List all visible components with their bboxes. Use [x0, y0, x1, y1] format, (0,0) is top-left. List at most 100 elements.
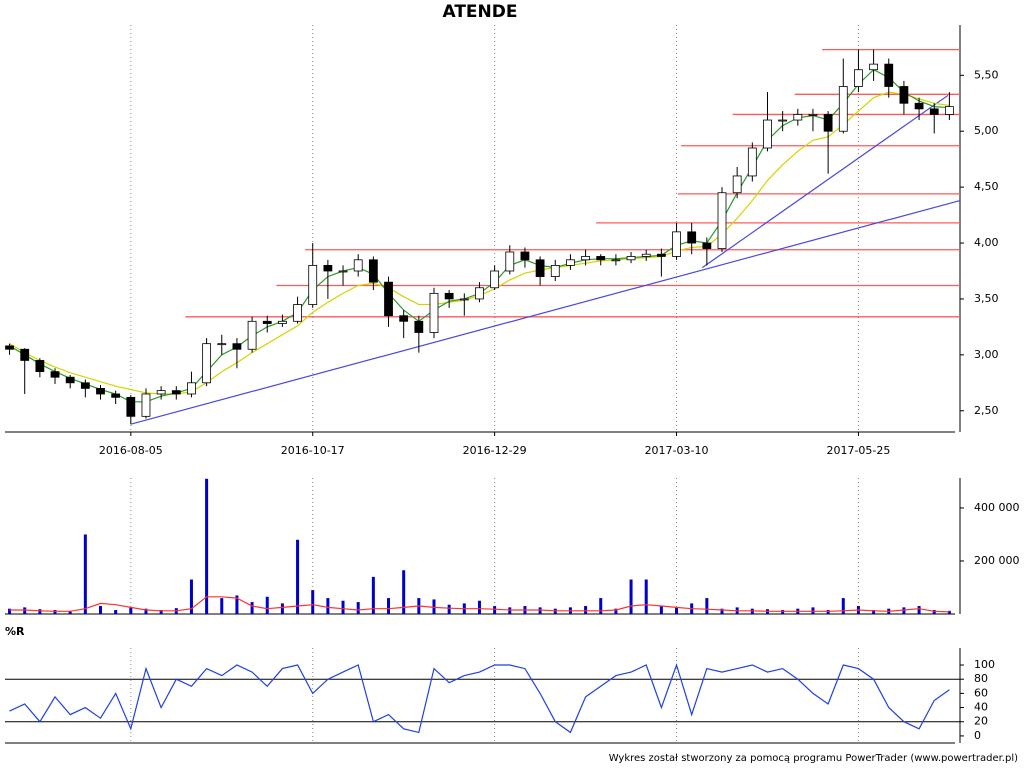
y-tick-label: 4,50	[974, 180, 999, 193]
candle-body	[247, 320, 257, 350]
volume-bar	[493, 606, 497, 614]
candle-body	[414, 320, 424, 333]
candle-body	[293, 304, 302, 322]
volume-bar	[280, 603, 284, 614]
volume-bar	[205, 478, 209, 614]
volume-bar	[53, 610, 57, 614]
candle-body	[672, 231, 681, 257]
y-tick-label: 200 000	[974, 554, 1020, 567]
volume-bar	[447, 604, 451, 614]
candle-body	[96, 387, 105, 395]
y-tick-label: 2,50	[974, 404, 999, 417]
candle-body	[232, 343, 242, 350]
volume-bar	[99, 606, 102, 614]
volume-bar	[356, 602, 360, 614]
x-tick-label: 2016-12-29	[463, 444, 527, 457]
candle-body	[141, 393, 151, 417]
volume-bar	[114, 610, 118, 614]
candle-body	[50, 371, 60, 378]
volume-bar	[599, 598, 603, 614]
volume-bar	[144, 608, 148, 614]
y-tick-label: 60	[974, 686, 988, 699]
volume-bar	[159, 610, 163, 614]
x-tick-label: 2017-03-10	[645, 444, 709, 457]
volume-bar	[584, 606, 588, 614]
volume-bar	[659, 606, 663, 614]
volume-bar	[296, 539, 300, 614]
candle-body	[611, 259, 621, 262]
volume-bar	[917, 606, 921, 614]
volume-bar	[220, 598, 224, 614]
candle-body	[763, 119, 772, 149]
volume-bar	[720, 608, 724, 614]
y-tick-label: 5,00	[974, 124, 999, 137]
chart-title: ATENDE	[443, 2, 518, 22]
candle-body	[156, 390, 166, 395]
candle-body	[747, 147, 757, 177]
candle-body	[20, 348, 30, 361]
volume-bar	[477, 600, 481, 614]
volume-bar	[826, 610, 830, 614]
candle-body	[111, 393, 121, 398]
volume-bar	[387, 598, 391, 614]
candle-body	[793, 114, 803, 121]
volume-bar	[83, 534, 87, 614]
candle-body	[278, 320, 287, 324]
volume-bar	[902, 607, 906, 614]
volume-bar	[129, 607, 133, 614]
y-tick-label: 3,50	[974, 292, 999, 305]
volume-bar	[811, 607, 815, 614]
volume-bar	[614, 608, 618, 614]
candle-body	[702, 242, 712, 250]
trend-line	[130, 199, 961, 425]
volume-bar	[538, 607, 542, 614]
volume-bar	[265, 596, 269, 614]
volume-bar	[781, 610, 785, 614]
volume-bar	[8, 608, 12, 614]
volume-bar	[508, 607, 512, 614]
candle-body	[581, 256, 590, 261]
volume-bar	[705, 598, 709, 614]
candle-body	[368, 259, 378, 283]
candle-body	[444, 292, 454, 300]
indicator-line	[9, 663, 950, 734]
volume-bar	[235, 595, 239, 614]
volume-bar	[250, 602, 254, 614]
volume-bar	[311, 590, 315, 614]
footer: Wykres został stworzony za pomocą progra…	[609, 753, 1018, 764]
candle-body	[869, 63, 878, 71]
candle-body	[65, 376, 75, 384]
candle-body	[899, 86, 909, 104]
candle-body	[126, 396, 136, 417]
candle-body	[596, 256, 606, 261]
candle-body	[823, 114, 833, 132]
volume-bar	[841, 598, 845, 614]
candle-body	[202, 343, 212, 384]
volume-bar	[38, 609, 42, 614]
candle-body	[399, 315, 409, 322]
indicator-title: %R	[5, 625, 25, 638]
volume-bar	[629, 579, 633, 614]
candle-body	[854, 69, 863, 87]
candle-body	[520, 251, 530, 261]
candle-body	[656, 253, 666, 257]
volume-bar	[932, 610, 936, 614]
y-tick-label: 40	[974, 701, 988, 714]
y-tick-label: 400 000	[974, 501, 1020, 514]
candle-body	[717, 192, 727, 250]
y-tick-label: 4,00	[974, 236, 999, 249]
candle-body	[641, 253, 651, 257]
y-tick-label: 20	[974, 715, 988, 728]
volume-bar	[675, 607, 679, 614]
volume-bar	[341, 600, 345, 614]
volume-bar	[402, 570, 406, 614]
candle-body	[187, 382, 196, 395]
candle-body	[5, 345, 14, 350]
y-tick-label: 3,00	[974, 348, 999, 361]
volume-bar	[189, 579, 193, 614]
candle-body	[535, 259, 545, 277]
candle-body	[475, 287, 484, 300]
y-tick-label: 80	[974, 672, 988, 685]
